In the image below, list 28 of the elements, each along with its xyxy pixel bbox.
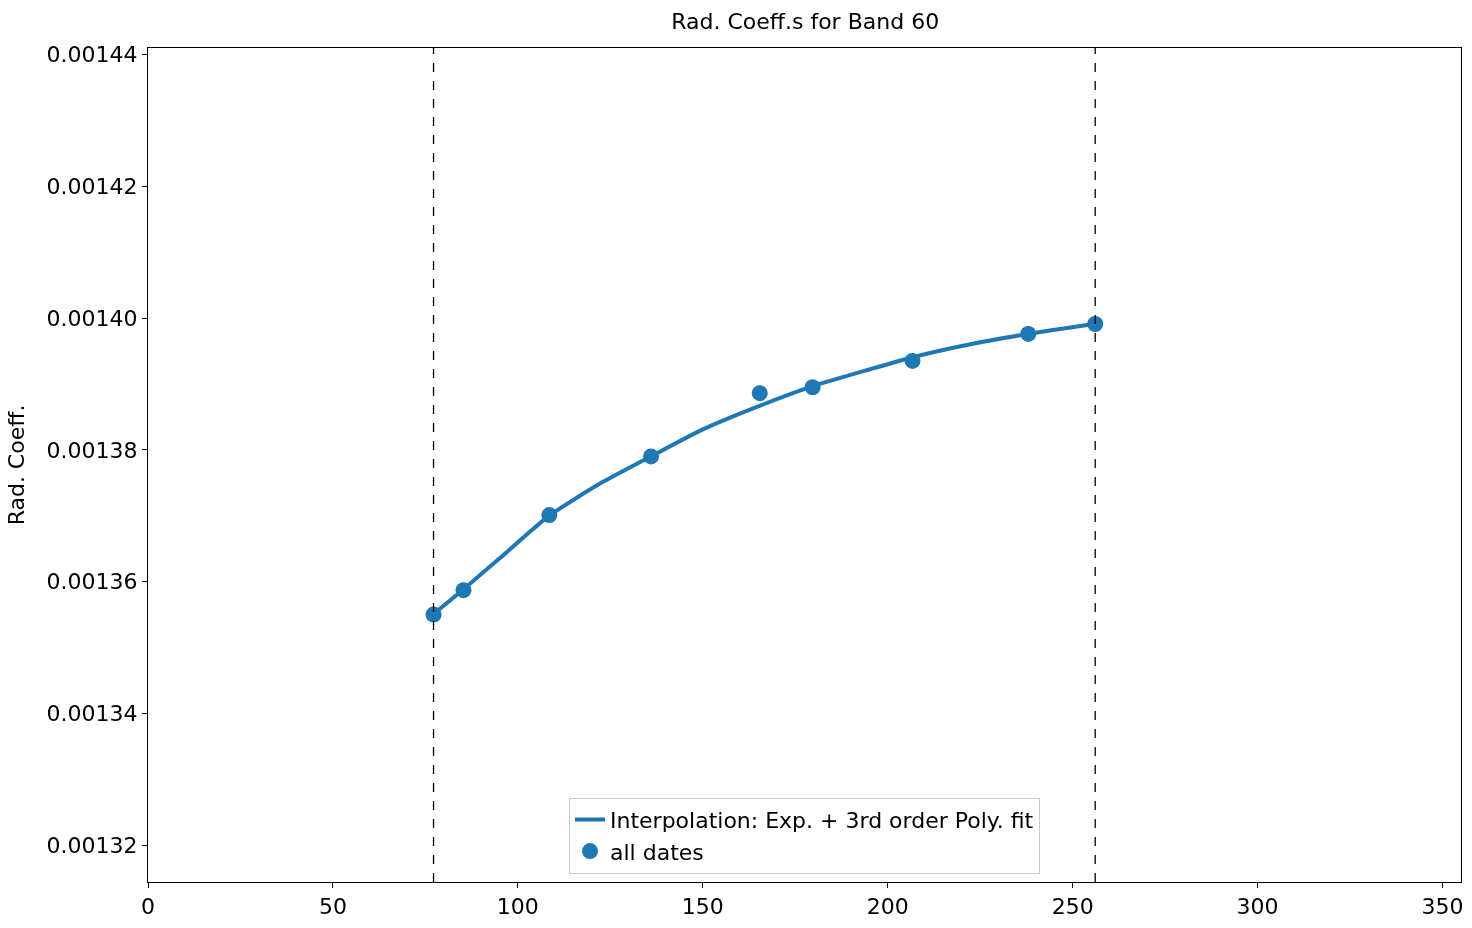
point [904,352,921,369]
point [804,379,821,396]
x-tick-label: 250 [1051,894,1094,920]
legend-label: Interpolation: Exp. + 3rd order Poly. fit [610,808,1034,834]
y-tick-label: 0.00132 [46,832,138,858]
x-tick-label: 350 [1421,894,1464,920]
y-axis-title: Rad. Coeff. [4,404,30,526]
x-tick-label: 150 [681,894,724,920]
x-tick-label: 100 [496,894,539,920]
point [643,448,660,465]
x-tick-label: 300 [1236,894,1279,920]
y-tick-label: 0.00142 [46,174,138,200]
y-tick-label: 0.00144 [46,42,138,68]
y-tick-label: 0.00138 [46,437,138,463]
x-tick-label: 200 [866,894,909,920]
point [751,385,768,402]
x-tick-label: 0 [141,894,155,920]
point [541,507,558,524]
x-tick-label: 50 [318,894,347,920]
y-tick-label: 0.00136 [46,569,138,595]
point [455,582,472,599]
chart-title: Rad. Coeff.s for Band 60 [671,9,940,35]
point [425,606,442,623]
y-tick-label: 0.00134 [46,701,138,727]
y-tick-label: 0.00140 [46,305,138,331]
legend-label: all dates [610,839,704,865]
point [1087,316,1104,333]
point [1020,325,1037,342]
